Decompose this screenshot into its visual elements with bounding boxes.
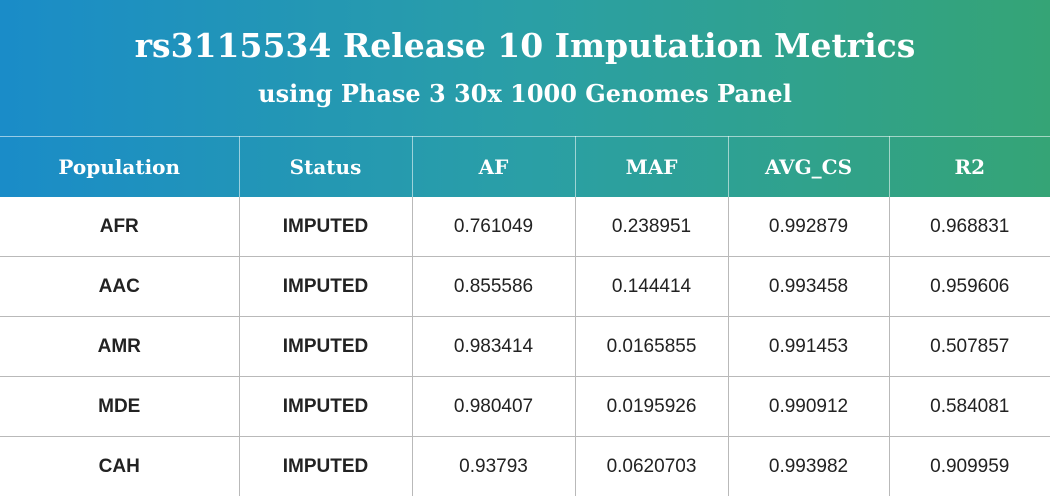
af-cell: 0.983414 [412, 316, 576, 377]
r2-cell: 0.584081 [889, 376, 1050, 437]
population-cell: AAC [0, 256, 240, 317]
r2-cell: 0.959606 [889, 256, 1050, 317]
chart-title: rs3115534 Release 10 Imputation Metrics [134, 26, 916, 65]
table-row: AMR IMPUTED 0.983414 0.0165855 0.991453 … [0, 316, 1050, 377]
population-cell: MDE [0, 376, 240, 437]
maf-cell: 0.238951 [575, 197, 729, 257]
metrics-table: Population Status AF MAF AVG_CS R2 AFR I… [0, 136, 1050, 496]
column-header-af: AF [412, 136, 576, 197]
af-cell: 0.855586 [412, 256, 576, 317]
af-cell: 0.980407 [412, 376, 576, 437]
avg-cs-cell: 0.993982 [728, 436, 890, 496]
column-header-avg-cs: AVG_CS [728, 136, 890, 197]
status-cell: IMPUTED [239, 436, 413, 496]
maf-cell: 0.0195926 [575, 376, 729, 437]
table-header-row: Population Status AF MAF AVG_CS R2 [0, 136, 1050, 197]
chart-subtitle: using Phase 3 30x 1000 Genomes Panel [258, 79, 792, 108]
status-cell: IMPUTED [239, 316, 413, 377]
column-header-population: Population [0, 136, 240, 197]
population-cell: AMR [0, 316, 240, 377]
status-cell: IMPUTED [239, 197, 413, 257]
avg-cs-cell: 0.993458 [728, 256, 890, 317]
maf-cell: 0.0620703 [575, 436, 729, 496]
table-row: AFR IMPUTED 0.761049 0.238951 0.992879 0… [0, 197, 1050, 257]
avg-cs-cell: 0.991453 [728, 316, 890, 377]
column-header-r2: R2 [889, 136, 1050, 197]
column-header-status: Status [239, 136, 413, 197]
maf-cell: 0.144414 [575, 256, 729, 317]
avg-cs-cell: 0.990912 [728, 376, 890, 437]
status-cell: IMPUTED [239, 376, 413, 437]
table-row: CAH IMPUTED 0.93793 0.0620703 0.993982 0… [0, 436, 1050, 496]
maf-cell: 0.0165855 [575, 316, 729, 377]
table-row: MDE IMPUTED 0.980407 0.0195926 0.990912 … [0, 376, 1050, 437]
column-header-maf: MAF [575, 136, 729, 197]
af-cell: 0.93793 [412, 436, 576, 496]
population-cell: CAH [0, 436, 240, 496]
r2-cell: 0.507857 [889, 316, 1050, 377]
avg-cs-cell: 0.992879 [728, 197, 890, 257]
r2-cell: 0.909959 [889, 436, 1050, 496]
table-row: AAC IMPUTED 0.855586 0.144414 0.993458 0… [0, 256, 1050, 317]
status-cell: IMPUTED [239, 256, 413, 317]
population-cell: AFR [0, 197, 240, 257]
r2-cell: 0.968831 [889, 197, 1050, 257]
af-cell: 0.761049 [412, 197, 576, 257]
